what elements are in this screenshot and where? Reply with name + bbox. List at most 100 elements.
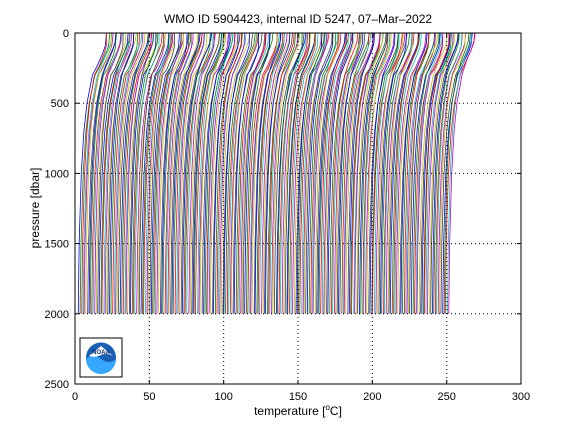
profile-line — [415, 32, 442, 314]
profile-line — [284, 32, 310, 314]
profile-line — [448, 32, 475, 314]
profile-line — [420, 32, 451, 314]
profile-line — [374, 32, 400, 314]
profile-line — [308, 32, 337, 314]
profile-line — [214, 32, 243, 314]
profile-line — [318, 32, 350, 314]
profile-line — [414, 32, 444, 314]
profile-line — [383, 32, 413, 314]
x-axis-label-suffix: C] — [330, 404, 342, 418]
profile-line — [119, 32, 150, 314]
profile-line — [216, 32, 242, 314]
x-tick-label: 50 — [143, 391, 155, 403]
profile-line — [107, 32, 135, 314]
profile-line — [379, 32, 407, 314]
profile-line — [121, 32, 150, 314]
profile-line — [342, 32, 372, 314]
profile-line — [357, 32, 387, 314]
profile-line — [409, 32, 435, 314]
profile-line — [276, 32, 303, 314]
profile-line — [247, 32, 278, 314]
profile-line — [360, 32, 388, 314]
profile-line — [326, 32, 352, 314]
profile-line — [394, 32, 422, 314]
profile-line — [188, 32, 215, 314]
profile-line — [391, 32, 421, 314]
profile-lines — [77, 32, 476, 314]
profile-line — [223, 32, 250, 314]
profile-line — [176, 32, 206, 314]
grid-lines — [75, 33, 521, 384]
profile-line — [276, 32, 307, 314]
profile-line — [225, 32, 256, 314]
profile-line — [281, 32, 311, 314]
profile-line — [168, 32, 199, 314]
profile-line — [207, 32, 234, 314]
profile-line — [257, 32, 284, 314]
profile-line — [192, 32, 223, 314]
profile-line — [393, 32, 419, 314]
profile-line — [440, 32, 471, 314]
profile-line — [381, 32, 410, 314]
x-tick-label: 300 — [512, 391, 530, 403]
profile-line — [142, 32, 170, 314]
profile-line — [333, 32, 361, 314]
x-tick-label: 200 — [363, 391, 381, 403]
noaa-logo-text: NOAA — [92, 350, 110, 356]
profile-line — [193, 32, 223, 314]
profile-line — [343, 32, 374, 314]
profile-line — [134, 32, 160, 314]
profile-line — [88, 32, 117, 314]
profile-line — [429, 32, 456, 314]
profile-line — [103, 32, 131, 314]
profile-line — [403, 32, 430, 314]
profile-line — [85, 32, 112, 314]
profile-line — [400, 32, 428, 314]
profile-line — [317, 32, 347, 314]
y-axis-label: pressure [dbar] — [28, 168, 42, 249]
profile-line — [290, 32, 319, 314]
profile-line — [131, 32, 159, 314]
x-axis-label: temperature [oC] — [254, 403, 342, 418]
x-axis-label-degree: o — [325, 403, 330, 412]
profile-line — [354, 32, 381, 314]
profile-line — [197, 32, 224, 314]
profile-line — [418, 32, 448, 314]
profile-line — [363, 32, 391, 314]
y-tick-label: 1500 — [45, 239, 69, 251]
profile-line — [150, 32, 180, 314]
profile-line — [410, 32, 441, 314]
profile-line — [164, 32, 192, 314]
profile-line — [298, 32, 325, 314]
profile-line — [116, 32, 146, 314]
profile-line — [356, 32, 383, 314]
profile-line — [110, 32, 139, 314]
profile-line — [433, 32, 460, 314]
profile-line — [156, 32, 185, 314]
profile-line — [98, 32, 129, 314]
profile-line — [321, 32, 349, 314]
profile-line — [335, 32, 362, 314]
profile-line — [293, 32, 322, 314]
profile-line — [145, 32, 172, 314]
profile-line — [146, 32, 174, 314]
x-tick-label: 100 — [214, 391, 232, 403]
profile-line — [302, 32, 328, 314]
profile-line — [432, 32, 460, 314]
profile-line — [178, 32, 208, 314]
profile-line — [395, 32, 427, 314]
profile-line — [242, 32, 271, 314]
profile-line — [233, 32, 260, 314]
profile-line — [245, 32, 274, 314]
profile-line — [171, 32, 201, 314]
chart-title: WMO ID 5904423, internal ID 5247, 07–Mar… — [164, 12, 432, 26]
profile-line — [115, 32, 144, 314]
profile-line — [208, 32, 236, 314]
y-tick-label: 1000 — [45, 168, 69, 180]
profile-line — [320, 32, 348, 314]
profile-line — [143, 32, 173, 314]
profile-line — [378, 32, 408, 314]
profile-line — [259, 32, 285, 314]
profile-line — [262, 32, 291, 314]
profile-line — [157, 32, 184, 314]
